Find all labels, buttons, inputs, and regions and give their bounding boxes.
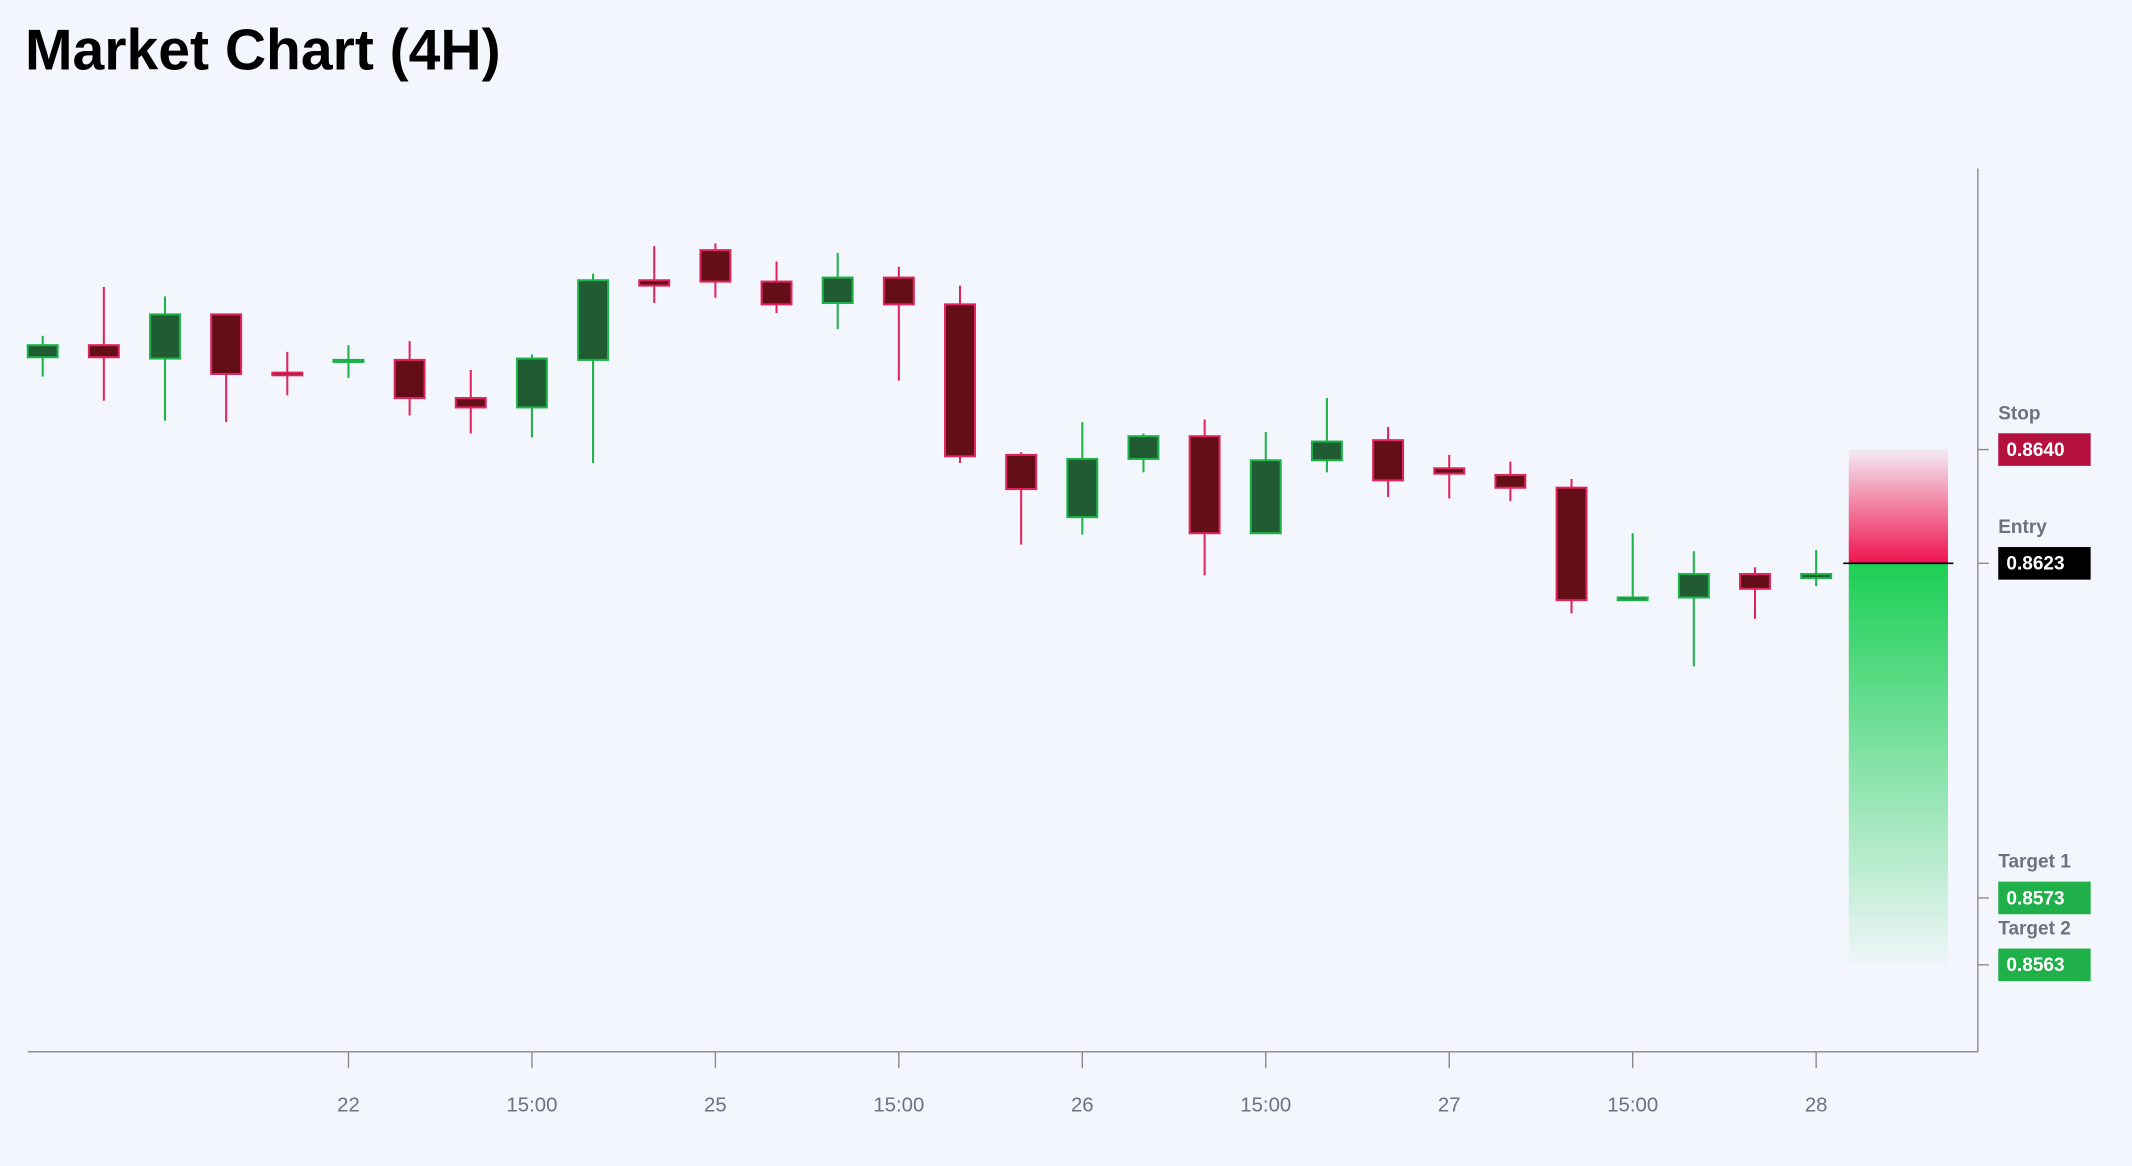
level-name: Stop [1998,403,2040,424]
x-tick-label: 15:00 [873,1095,924,1117]
candle-body [1739,573,1771,590]
level-name: Target 1 [1998,852,2071,873]
x-tick-label: 25 [704,1095,727,1117]
x-tick-label: 28 [1805,1095,1828,1117]
candle-body [87,344,120,359]
candle-body [1005,453,1038,491]
candle-body [332,358,365,363]
x-tick-label: 26 [1071,1095,1094,1117]
x-tick-label: 15:00 [506,1095,557,1117]
chart-title: Market Chart (4H) [25,18,501,82]
candle-body [271,371,304,377]
candle-body [1555,486,1588,602]
candle-body [393,358,426,400]
level-value: 0.8640 [2006,440,2064,461]
target-zone [1848,563,1948,965]
candle-body [699,249,732,283]
level-box [1998,948,2091,982]
candle-body [882,276,915,306]
level-value: 0.8573 [2006,888,2064,909]
level-name: Entry [1998,517,2047,538]
level-name: Target 2 [1998,919,2071,940]
candle-body [515,357,548,409]
candle-body [638,279,671,287]
level-box [1998,433,2091,466]
candle-body [1494,473,1527,489]
x-tick-label: 22 [337,1095,360,1117]
candle-body [821,276,854,305]
candle-body [1433,467,1466,475]
stop-zone [1848,449,1948,564]
candle-body [149,313,181,360]
level-value: 0.8623 [2006,554,2064,575]
candle-body [577,279,610,361]
candle-body [210,313,243,375]
x-tick-label: 27 [1438,1095,1461,1117]
level-box [1998,881,2091,915]
candle-body [760,280,793,306]
candle-body [1188,435,1221,535]
level-box [1998,547,2091,580]
candle-body [1066,457,1099,519]
x-tick-label: 15:00 [1240,1095,1291,1117]
level-value: 0.8563 [2006,955,2064,976]
candle-body [1310,440,1343,462]
candle-body [1677,573,1710,599]
candle-body [1616,596,1649,602]
candle-body [26,344,59,359]
candle-body [1372,439,1405,482]
candle-body [1127,435,1160,460]
x-tick-label: 15:00 [1607,1095,1658,1117]
candle-body [1800,573,1833,580]
candle-body [1249,459,1282,535]
candle-body [454,397,487,409]
candle-body [944,303,976,458]
